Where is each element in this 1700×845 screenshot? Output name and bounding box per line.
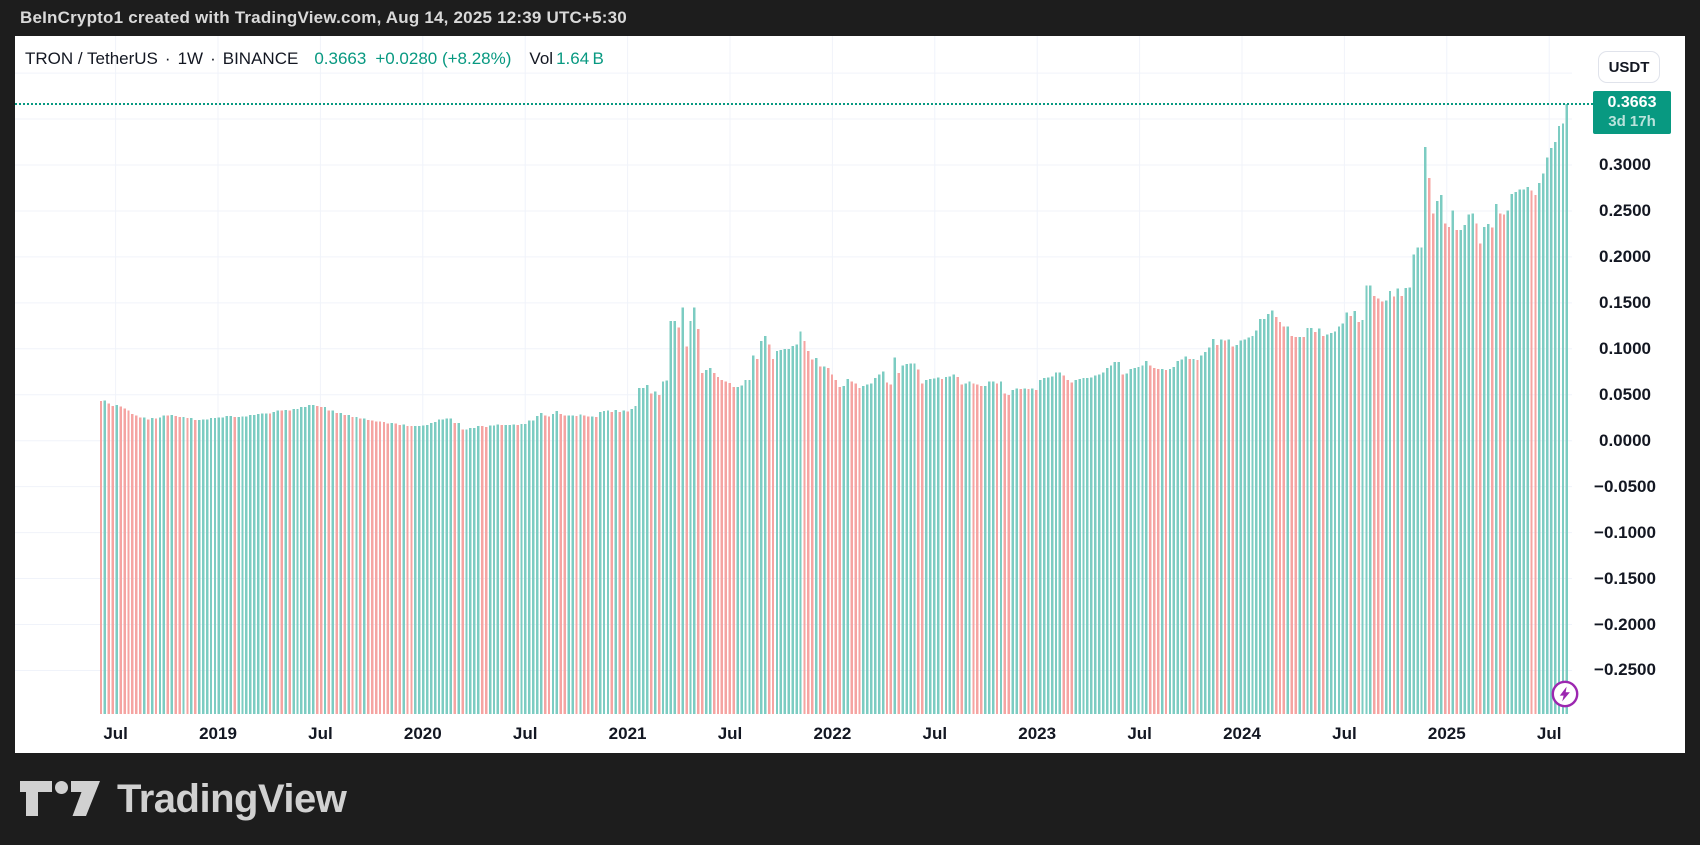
y-tick-label: 0.1500: [1599, 292, 1651, 312]
y-tick-label: 0.0000: [1599, 430, 1651, 450]
x-tick-label: Jul: [512, 724, 538, 743]
x-tick-label: 2025: [1427, 724, 1466, 743]
tradingview-logo-icon: [20, 781, 100, 816]
x-tick-label: 2019: [199, 724, 237, 743]
time-scale-pane[interactable]: Jul 2019 Jul 2020 Jul 2021 Jul 2022 Jul 2023 Jul 20…: [15, 714, 1572, 753]
lightning-bolt-glyph: [1559, 686, 1570, 702]
legend-separator: ·: [210, 49, 216, 68]
y-tick-label: 0.0500: [1599, 384, 1651, 404]
x-tick-label: Jul: [308, 724, 333, 743]
x-tick-label: Jul: [1332, 724, 1357, 743]
legend-change: +0.0280 (+8.28%): [375, 49, 512, 68]
y-tick-label: −0.2000: [1594, 614, 1656, 634]
price-scale-pane[interactable]: 0.3000 0.2500 0.2000 0.1500 0.1000 0.0500 0.00…: [1572, 36, 1685, 753]
legend-separator: ·: [164, 49, 171, 68]
x-tick-label: 2022: [813, 724, 852, 743]
y-tick-label: 0.3000: [1599, 155, 1651, 174]
legend-volume-label: Vol: [529, 49, 554, 68]
last-price-label: 0.3663 3d 17h: [1593, 91, 1671, 135]
legend-interval: 1W: [177, 49, 204, 68]
last-price-value: 0.3663: [1607, 94, 1657, 112]
symbol-legend: TRON / TetherUS · 1W · BINANCE 0.3663 +0…: [25, 47, 604, 71]
x-tick-label: 2024: [1223, 724, 1261, 743]
x-tick-label: 2021: [608, 724, 647, 743]
footer-brand-name: TradingView: [117, 776, 347, 821]
legend-last-price: 0.3663: [314, 49, 367, 68]
x-tick-label: Jul: [717, 724, 743, 743]
y-tick-label: −0.2500: [1594, 660, 1656, 680]
attribution-bar: BeInCrypto1 created with TradingView.com…: [0, 0, 1700, 36]
currency-toggle-button[interactable]: USDT: [1598, 51, 1660, 83]
attribution-text: BeInCrypto1 created with TradingView.com…: [20, 8, 627, 27]
chart-panel: TRON / TetherUS · 1W · BINANCE 0.3663 +0…: [15, 36, 1685, 753]
footer-brand-bar: TradingView: [0, 753, 1700, 845]
lightning-icon[interactable]: [1550, 679, 1580, 709]
price-chart-plot[interactable]: [15, 36, 1572, 714]
x-tick-label: Jul: [1127, 724, 1152, 743]
last-price-line: [15, 103, 1593, 106]
y-tick-label: 0.2000: [1599, 246, 1651, 266]
x-tick-label: Jul: [103, 724, 128, 743]
legend-volume-value: 1.64 B: [556, 49, 604, 68]
currency-toggle-label: USDT: [1608, 58, 1650, 76]
y-tick-label: −0.1500: [1594, 568, 1656, 588]
x-tick-label: 2023: [1018, 724, 1057, 743]
price-bars: [99, 104, 1569, 714]
y-tick-label: −0.1000: [1594, 522, 1656, 542]
x-tick-label: Jul: [922, 724, 948, 743]
x-tick-label: Jul: [1536, 724, 1562, 743]
y-tick-label: −0.0500: [1594, 476, 1656, 496]
y-tick-label: 0.2500: [1599, 200, 1651, 220]
legend-exchange: BINANCE: [222, 49, 299, 68]
y-tick-label: 0.1000: [1599, 338, 1651, 358]
bar-countdown: 3d 17h: [1608, 113, 1656, 131]
legend-symbol: TRON / TetherUS: [25, 49, 158, 68]
x-tick-label: 2020: [403, 724, 442, 743]
